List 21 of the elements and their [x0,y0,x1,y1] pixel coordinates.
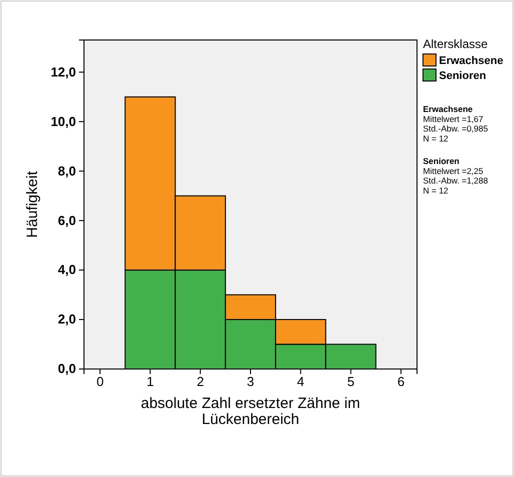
y-tick-label: 8,0 [58,163,76,178]
y-tick-label: 10,0 [50,114,76,129]
y-tick-label: 0,0 [58,361,76,376]
x-tick-label: 0 [96,374,104,390]
y-tick-label: 12,0 [50,64,76,80]
x-tick-label: 3 [246,374,254,390]
x-tick-label: 4 [297,374,304,390]
text: Erwachsene Mittelwert =1,67 Std.-Abw. =0,985 N = 12 [423,104,488,144]
x-tick-label: 5 [347,374,354,390]
legend-label: Erwachsene [439,55,504,67]
y-tick-label: 4,0 [58,262,76,278]
text: Senioren Mittelwert =2,25 Std.-Abw. =1,288 N = 12 [423,156,488,196]
x-tick-label: 1 [146,374,154,390]
legend-title: Altersklasse [423,37,488,51]
y-tick-label: 2,0 [58,312,76,327]
x-tick-label: 6 [397,374,405,390]
y-tick-label: 6,0 [58,212,76,228]
y-axis-title: Häufigkeit [24,170,41,238]
x-tick-label: 2 [196,374,204,390]
x-axis-title: absolute Zahl ersetzter Zähne im Lückenbereich [140,395,360,428]
legend-label: Senioren [439,70,486,82]
